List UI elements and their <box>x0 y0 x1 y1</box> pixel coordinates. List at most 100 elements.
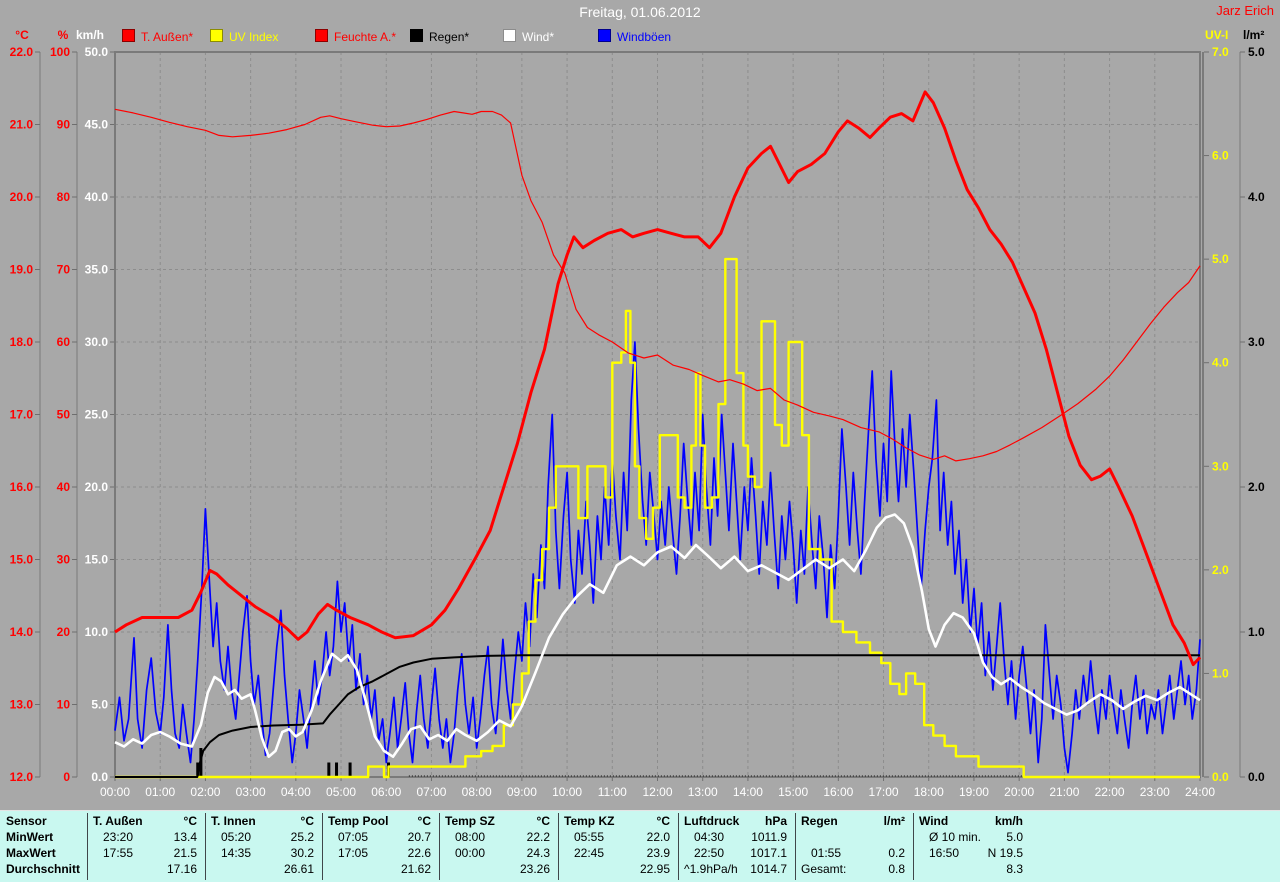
legend-swatch-icon <box>315 29 328 42</box>
axis-tick-label: 19.0 <box>10 263 34 277</box>
legend-label: Feuchte A.* <box>334 30 397 44</box>
min-time: 23:20 <box>103 830 134 844</box>
axis-tick-label: 12.0 <box>10 770 34 784</box>
table-column-separator <box>322 813 323 880</box>
max-value: 24.3 <box>526 846 550 860</box>
legend-item: UV Index <box>210 29 278 44</box>
x-axis-label: 09:00 <box>507 785 537 799</box>
sensor-unit: °C <box>536 814 550 828</box>
axis-tick-label: 0.0 <box>1212 770 1229 784</box>
axis-tick-label: 90 <box>57 118 71 132</box>
min-value: 22.0 <box>646 830 670 844</box>
min-time: 04:30 <box>694 830 725 844</box>
avg-value: 26.61 <box>283 862 314 876</box>
axis-tick-label: 50 <box>57 408 71 422</box>
axis-tick-label: 0 <box>63 770 70 784</box>
series-feuchte_aussen <box>114 108 1201 462</box>
axis-tick-label: 0.0 <box>1248 770 1265 784</box>
legend-item: Feuchte A.* <box>315 29 396 44</box>
axis-tick-label: 2.0 <box>1212 563 1229 577</box>
axis-tick-label: 16.0 <box>10 480 34 494</box>
x-axis-label: 10:00 <box>552 785 582 799</box>
max-value: N 19.5 <box>987 846 1023 860</box>
table-column-separator <box>795 813 796 880</box>
x-axis-label: 23:00 <box>1140 785 1170 799</box>
x-axis-label: 04:00 <box>281 785 311 799</box>
statistics-table: Sensor MinWert MaxWert Durchschnitt T. Außen… <box>0 810 1280 882</box>
axis-tick-label: 10 <box>57 698 71 712</box>
series-regen_summe <box>115 654 1200 778</box>
legend-swatch-icon <box>210 29 223 42</box>
max-value: 30.2 <box>290 846 314 860</box>
legend-item: Wind* <box>503 29 554 44</box>
axis-tick-label: 17.0 <box>10 408 34 422</box>
sensor-unit: °C <box>417 814 431 828</box>
min-time: 07:05 <box>338 830 369 844</box>
table-row-label: Sensor <box>6 814 47 828</box>
legend-swatch-icon <box>410 29 423 42</box>
min-value: 1011.9 <box>751 830 787 844</box>
table-column-separator <box>205 813 206 880</box>
legend-label: Wind* <box>522 30 555 44</box>
max-time: 22:50 <box>694 846 725 860</box>
sensor-name: Regen <box>801 814 838 828</box>
x-axis-label: 01:00 <box>145 785 175 799</box>
axis-unit-label: % <box>57 28 69 42</box>
axis-tick-label: 20 <box>57 625 71 639</box>
sensor-unit: l/m² <box>883 814 905 828</box>
min-time: 05:20 <box>221 830 252 844</box>
axis-tick-label: 22.0 <box>10 45 34 59</box>
sensor-name: T. Innen <box>211 814 256 828</box>
legend-label: UV Index <box>229 30 279 44</box>
x-axis-label: 02:00 <box>190 785 220 799</box>
x-axis-label: 22:00 <box>1095 785 1125 799</box>
axis-tick-label: 5.0 <box>91 698 108 712</box>
table-column-separator <box>439 813 440 880</box>
min-time: Ø 10 min. <box>929 830 982 844</box>
max-value: 1017.1 <box>750 846 787 860</box>
min-time: 05:55 <box>574 830 605 844</box>
avg-label: ^1.9hPa/h <box>684 862 738 876</box>
axis-tick-label: 100 <box>50 45 70 59</box>
max-time: 01:55 <box>811 846 842 860</box>
legend-swatch-icon <box>503 29 516 42</box>
table-row-label: MaxWert <box>6 846 56 860</box>
max-value: 22.6 <box>407 846 431 860</box>
sensor-unit: °C <box>183 814 197 828</box>
max-time: 00:00 <box>455 846 486 860</box>
x-axis-label: 18:00 <box>914 785 944 799</box>
avg-value: 8.3 <box>1006 862 1023 876</box>
sensor-name: Luftdruck <box>684 814 740 828</box>
series-uv_index <box>115 257 1200 779</box>
max-time: 17:05 <box>338 846 369 860</box>
min-value: 5.0 <box>1006 830 1023 844</box>
series-windboeen <box>114 341 1201 774</box>
avg-value: 17.16 <box>166 862 197 876</box>
series-t_aussen <box>114 90 1202 667</box>
min-value: 13.4 <box>173 830 197 844</box>
x-axis-label: 06:00 <box>371 785 401 799</box>
x-axis-label: 16:00 <box>823 785 853 799</box>
axis-tick-label: 2.0 <box>1248 480 1265 494</box>
x-axis-label: 15:00 <box>778 785 808 799</box>
series-wind <box>114 513 1201 758</box>
avg-value: 1014.7 <box>750 862 787 876</box>
table-column-separator <box>678 813 679 880</box>
max-time: 16:50 <box>929 846 960 860</box>
x-axis-label: 05:00 <box>326 785 356 799</box>
legend-item: T. Außen* <box>122 29 193 44</box>
axis-tick-label: 20.0 <box>85 480 109 494</box>
sensor-name: Temp SZ <box>445 814 495 828</box>
max-value: 21.5 <box>173 846 197 860</box>
axis-tick-label: 40 <box>57 480 71 494</box>
avg-value: 23.26 <box>519 862 550 876</box>
sensor-name: T. Außen <box>93 814 143 828</box>
sensor-name: Temp KZ <box>564 814 615 828</box>
axis-tick-label: 6.0 <box>1212 149 1229 163</box>
legend-item: Regen* <box>410 29 469 44</box>
sensor-unit: hPa <box>764 814 787 828</box>
chart-title: Freitag, 01.06.2012 <box>579 4 701 20</box>
min-value: 20.7 <box>407 830 431 844</box>
sensor-unit: °C <box>656 814 670 828</box>
